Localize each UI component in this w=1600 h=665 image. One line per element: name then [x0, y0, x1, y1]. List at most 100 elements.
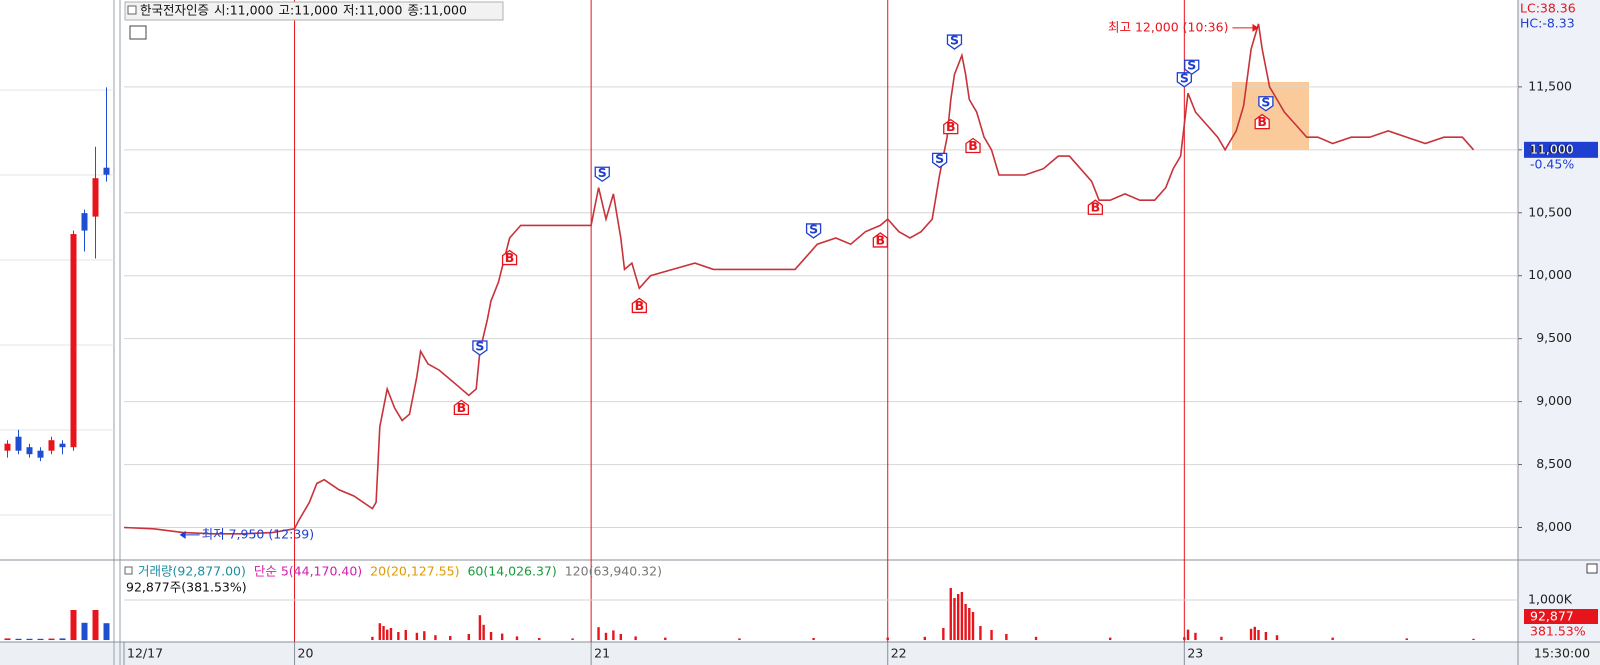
- volume-last-label: 92,877: [1530, 609, 1574, 624]
- header-box: [124, 1, 504, 21]
- volume-bar: [612, 630, 615, 640]
- signal-marker: [501, 249, 518, 266]
- y-tick-label: 10,500: [1528, 204, 1572, 219]
- signal-label: B: [1091, 200, 1101, 215]
- volume-bar: [571, 638, 574, 640]
- ohlc-label: 고:11,000: [279, 3, 338, 18]
- last-price-label: 11,000: [1530, 141, 1574, 156]
- signal-marker: [965, 137, 981, 154]
- x-tick-label: 12/17: [127, 646, 163, 661]
- volume-bar: [382, 626, 385, 640]
- volume-bar: [886, 637, 889, 640]
- volume-bar: [1108, 637, 1112, 640]
- volume-bar: [1257, 630, 1260, 640]
- signal-marker: [1184, 59, 1200, 76]
- header-icon: [127, 5, 137, 15]
- volume-bar: [489, 632, 493, 640]
- volume-bar: [389, 628, 393, 640]
- y-tick-label: 8,000: [1536, 519, 1572, 534]
- signal-marker: [631, 297, 647, 314]
- time-label: 15:30:00: [1534, 646, 1590, 661]
- signal-marker: [1087, 199, 1103, 215]
- volume-bar: [619, 634, 622, 640]
- close-button[interactable]: [1586, 563, 1598, 574]
- arrow-head: [179, 530, 186, 539]
- volume-bar: [423, 631, 426, 640]
- signal-label: B: [1257, 114, 1267, 129]
- volume-bar: [26, 638, 33, 640]
- volume-bar: [37, 638, 44, 640]
- volume-bar: [1405, 638, 1408, 640]
- volume-bar: [971, 612, 975, 640]
- right-axis-bg: [1518, 0, 1600, 642]
- volume-bar: [434, 635, 437, 640]
- volume-bar: [48, 638, 55, 640]
- volume-icon: [124, 566, 133, 575]
- volume-bar: [1220, 636, 1223, 640]
- highlight-box: [1232, 82, 1309, 150]
- signal-marker: [946, 34, 963, 50]
- toolbar-icon: [129, 25, 147, 40]
- volume-bar: [923, 636, 927, 640]
- candle-body: [48, 440, 55, 451]
- y-tick-label: 9,000: [1536, 393, 1572, 408]
- volume-bar: [467, 634, 470, 640]
- candle-body: [26, 447, 33, 455]
- signal-label: B: [968, 138, 978, 153]
- y-tick-label: 11,500: [1528, 78, 1572, 93]
- candle-body: [70, 234, 77, 448]
- signal-marker: [872, 232, 888, 248]
- volume-bar: [538, 638, 541, 640]
- signal-label: S: [1187, 58, 1196, 73]
- x-tick-label: 22: [891, 646, 907, 661]
- volume-bar: [1183, 637, 1186, 640]
- signal-marker: [1254, 113, 1270, 130]
- signal-label: S: [935, 151, 944, 166]
- candle-body: [4, 443, 11, 451]
- signal-label: S: [950, 33, 959, 48]
- volume-bar: [1253, 626, 1256, 640]
- stock-name: 한국전자인증: [140, 3, 209, 18]
- volume-bar: [953, 598, 956, 640]
- volume-bar: [15, 638, 22, 640]
- volume-bar: [103, 623, 110, 640]
- x-tick-label: 23: [1187, 646, 1203, 661]
- volume-legend: 단순 5(44,170.40): [254, 564, 362, 579]
- volume-bar: [664, 637, 667, 640]
- grid: [0, 0, 1522, 665]
- ohlc-label: 종:11,000: [408, 3, 467, 18]
- signal-marker: [805, 223, 822, 239]
- marks: [4, 23, 1598, 640]
- volume-bar: [1472, 638, 1475, 640]
- volume-bar: [404, 630, 407, 640]
- volume-bar: [1186, 629, 1190, 640]
- volume-bar: [968, 608, 971, 640]
- y-tick-label: 10,000: [1528, 267, 1572, 282]
- signal-label: B: [635, 298, 645, 313]
- candle-body: [81, 213, 88, 231]
- volume-bar: [1331, 637, 1334, 640]
- volume-tick-label: 1,000K: [1528, 592, 1573, 607]
- volume-bar: [990, 630, 993, 640]
- volume-legend: 120(63,940.32): [565, 564, 662, 579]
- ohlc-label: 저:11,000: [343, 3, 402, 18]
- volume-last-box: [1524, 609, 1598, 624]
- volume-bar: [1264, 632, 1268, 640]
- volume-legend: 60(14,026.37): [467, 564, 556, 579]
- signal-label: S: [1180, 70, 1189, 85]
- signal-marker: [943, 118, 959, 135]
- volume-bar: [634, 636, 637, 640]
- signal-label: S: [475, 339, 484, 354]
- volume-bar: [597, 627, 600, 640]
- signal-marker: [594, 166, 610, 183]
- volume-bar: [738, 638, 741, 640]
- volume-bar: [1034, 636, 1038, 640]
- signal-label: B: [946, 119, 956, 134]
- signal-marker: [1258, 96, 1274, 112]
- arrow-head: [1252, 23, 1259, 32]
- volume-summary: 92,877주(381.53%): [126, 580, 247, 595]
- y-tick-label: 9,500: [1536, 330, 1572, 345]
- signal-label: S: [598, 165, 607, 180]
